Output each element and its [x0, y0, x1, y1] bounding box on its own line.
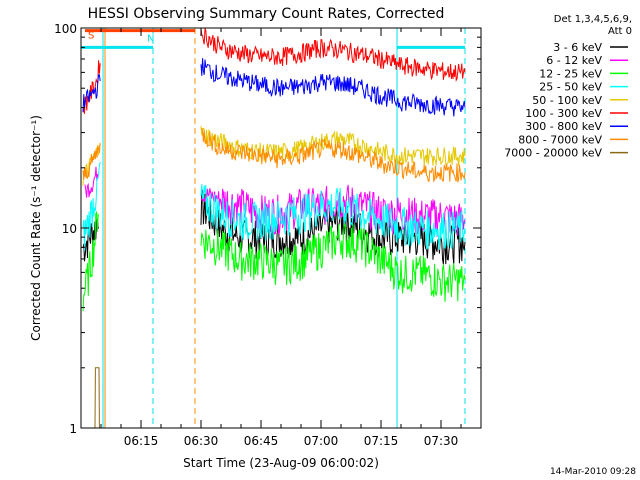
legend-label-8: 800 - 7000 keV [518, 133, 602, 146]
x-tick-label: 06:30 [184, 434, 219, 448]
legend-header-line-2: Att 0 [608, 26, 632, 37]
series-line-9 [94, 367, 100, 428]
legend-label-4: 25 - 50 keV [539, 81, 602, 94]
y-tick-label: 10 [62, 222, 77, 236]
x-tick-label: 06:45 [244, 434, 279, 448]
series-line-4 [82, 161, 466, 251]
x-axis-label: Start Time (23-Aug-09 06:00:02) [183, 456, 379, 470]
plot-area: S N 1 10 100 06:15 06:30 06:45 07:00 07:15 07:30 [54, 22, 482, 448]
legend-label-5: 50 - 100 keV [532, 94, 602, 107]
flag-label-n: N [147, 33, 154, 44]
legend-label-6: 100 - 300 keV [525, 107, 602, 120]
legend-label-3: 12 - 25 keV [539, 67, 602, 80]
chart-title: HESSI Observing Summary Count Rates, Cor… [88, 6, 445, 22]
series-line-8 [82, 127, 466, 183]
series-line-6 [82, 28, 466, 114]
legend-label-9: 7000 - 20000 keV [504, 147, 602, 160]
legend-header-line-1: Det 1,3,4,5,6,9, [554, 14, 632, 25]
x-tick-label: 07:15 [364, 434, 399, 448]
y-axis-label: Corrected Count Rate (s⁻¹ detector⁻¹) [29, 115, 43, 341]
x-tick-label: 07:30 [424, 434, 459, 448]
legend-label-1: 3 - 6 keV [553, 41, 602, 54]
x-tick-label: 06:15 [124, 434, 159, 448]
y-tick-label: 100 [54, 22, 77, 36]
series-group [82, 28, 466, 428]
y-tick-label: 1 [69, 422, 77, 436]
legend-label-7: 300 - 800 keV [525, 120, 602, 133]
series-line-7 [82, 58, 466, 117]
series-line-3 [82, 210, 466, 312]
x-tick-label: 07:00 [304, 434, 339, 448]
legend-label-2: 6 - 12 keV [546, 54, 602, 67]
flag-label-s: S [88, 31, 94, 42]
timestamp: 14-Mar-2010 09:28 [550, 467, 636, 477]
